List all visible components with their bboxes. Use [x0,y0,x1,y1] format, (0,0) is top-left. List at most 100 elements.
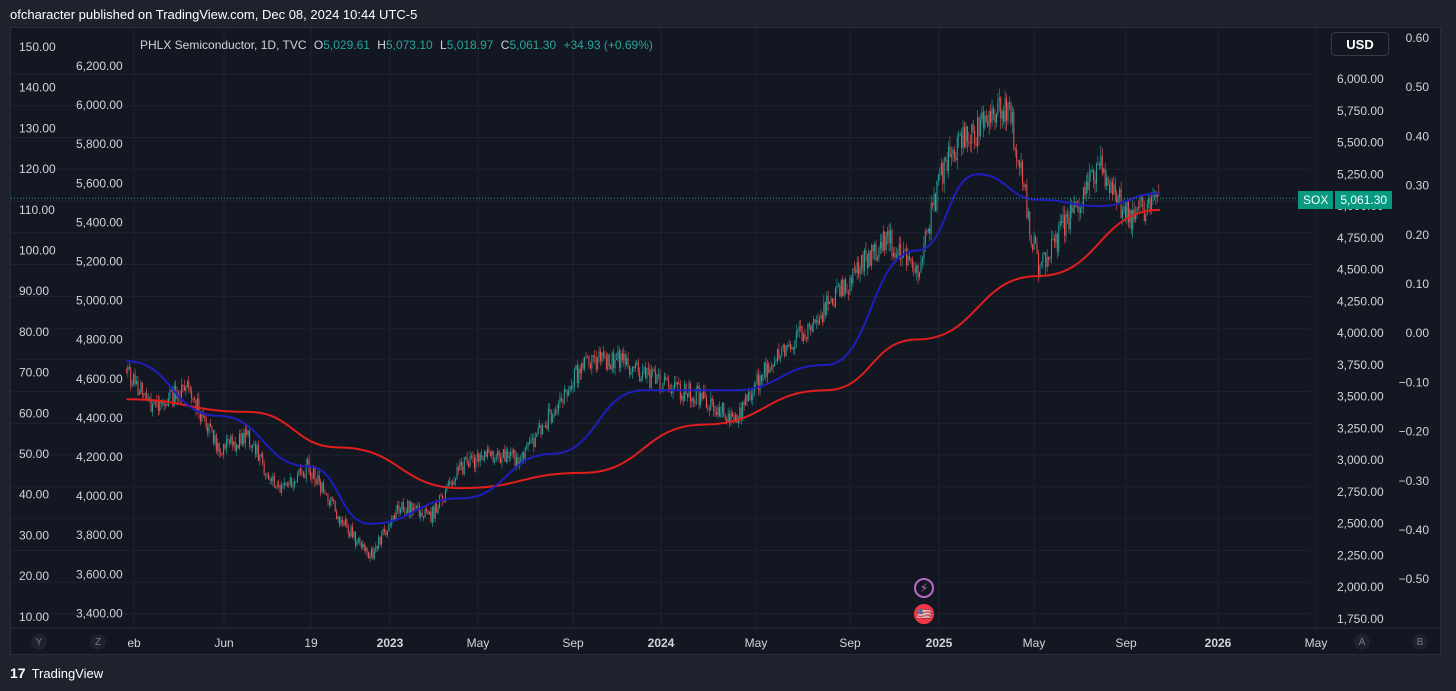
candle-body [195,399,197,411]
candle-body [575,365,577,370]
candle-body [312,467,314,479]
candle-body [871,244,873,266]
candle-body [407,500,409,512]
candle-body [392,515,394,519]
candle-body [459,461,461,471]
candle-body [859,268,861,275]
candle-body [803,334,805,342]
candle-body [1095,164,1097,184]
tradingview-brand[interactable]: 17 TradingView [10,665,103,681]
candle-body [698,385,700,405]
candle-body [176,393,178,400]
ma-fast-line [126,173,1161,525]
candle-body [204,415,206,418]
candle-body [1135,215,1137,220]
auto-scale-button[interactable]: A [1354,634,1370,650]
time-tick-label: 2026 [1205,636,1232,650]
candle-body [214,435,216,443]
candle-body [266,474,268,476]
candle-body [479,454,481,462]
time-axis[interactable]: eb Jun 19 2023 May Sep 2024 May Sep 2025 May Sep 202… [127,636,1327,650]
us-flag-icon[interactable]: 🇺🇸 [914,604,934,624]
candle-body [904,249,906,251]
candle-body [927,228,929,232]
candle-body [855,269,857,273]
candle-body [189,388,191,392]
candle-body [473,458,475,468]
candle-body [813,319,815,326]
candle-body [324,491,326,494]
candle-body [923,244,925,259]
candle-body [1053,238,1055,243]
candle-body [824,302,826,315]
change-value: +34.93 (+0.69%) [563,38,653,52]
candle-body [259,455,261,461]
candle-body [194,398,196,400]
price-tick-label: 5,500.00 [1337,136,1384,150]
price-tag-value: 5,061.30 [1335,191,1393,209]
symbol-legend: PHLX Semiconductor, 1D, TVC O5,029.61 H5… [140,38,653,52]
candle-body [589,364,591,369]
candle-body [669,387,671,390]
price-chart[interactable]: 150.00 140.00 130.00 120.00 110.00 100.00 90.0… [11,28,1440,654]
candle-body [317,475,319,484]
candle-body [1042,254,1044,263]
candle-body [1069,204,1071,230]
candle-body [694,402,696,404]
candle-body [237,444,239,449]
candle-body [418,506,420,517]
candle-body [840,279,842,297]
candle-body [531,438,533,440]
currency-button[interactable]: USD [1331,32,1389,56]
candle-body [1101,155,1103,173]
candle-body [471,456,472,458]
candle-body [849,277,851,294]
candle-body [746,395,748,402]
candle-body [585,356,587,358]
candle-body [695,388,697,404]
candle-body [1155,192,1157,198]
candle-body [489,451,491,456]
candle-body [1122,209,1124,218]
symbol-name[interactable]: PHLX Semiconductor, 1D, TVC [140,38,307,52]
candle-body [269,478,271,480]
candle-body [807,324,809,340]
z-scale-button[interactable]: Z [90,634,106,650]
left-inner-tick-label: 5,200.00 [76,255,123,269]
candle-body [252,444,254,448]
candle-body [558,403,559,411]
candle-body [1004,98,1006,122]
candle-body [782,344,784,348]
y-scale-button[interactable]: Y [31,634,47,650]
candle-body [154,400,156,405]
candle-body [321,483,323,493]
candle-body [994,114,996,123]
candle-body [434,503,436,519]
candle-body [837,285,839,287]
candle-body [981,111,983,120]
candle-body [766,363,768,378]
candle-body [147,397,149,399]
candle-body [460,461,462,467]
bolt-icon[interactable]: ⚡ [914,578,934,598]
candle-body [877,257,878,261]
b-scale-button[interactable]: B [1412,634,1428,650]
candle-body [1094,179,1096,184]
candle-body [560,397,562,402]
candle-body [742,402,744,419]
candle-body [223,444,225,455]
candle-body [550,410,552,423]
candle-body [556,410,558,412]
candle-body [853,268,855,270]
candle-body [447,481,449,487]
chart-panel[interactable]: 150.00 140.00 130.00 120.00 110.00 100.00 90.0… [10,27,1441,655]
candle-body [930,203,932,234]
candle-body [1139,200,1141,208]
candle-body [457,467,459,471]
candle-body [453,481,455,485]
candle-body [384,528,385,532]
osc-tick-label: 0.30 [1406,179,1430,193]
candle-body [1014,148,1016,150]
candle-body [1019,162,1021,169]
right-axis[interactable]: 6,000.005,750.005,500.005,250.005,000.00… [1337,31,1429,626]
